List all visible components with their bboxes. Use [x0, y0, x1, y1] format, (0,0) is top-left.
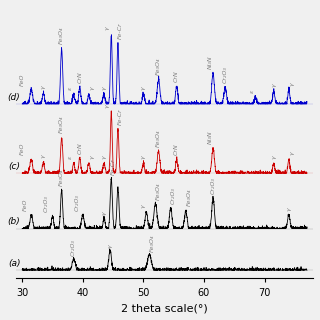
Text: CrN: CrN: [77, 142, 82, 154]
Text: Fe-Cr: Fe-Cr: [111, 158, 116, 175]
Text: Cr₂O₃: Cr₂O₃: [223, 66, 228, 83]
Text: Cr₂O₃: Cr₂O₃: [71, 239, 76, 256]
Text: γ: γ: [271, 156, 276, 159]
Text: γ: γ: [101, 86, 107, 90]
Text: Fe-Cr: Fe-Cr: [118, 108, 123, 125]
Text: γ: γ: [89, 156, 94, 159]
Text: γ: γ: [105, 27, 109, 30]
Text: Fe₃O₄: Fe₃O₄: [150, 235, 155, 252]
X-axis label: 2 theta scale(°): 2 theta scale(°): [121, 303, 208, 313]
Text: γ: γ: [289, 82, 294, 86]
Text: γ: γ: [141, 156, 146, 159]
Text: ε: ε: [68, 156, 73, 159]
Text: FeO: FeO: [20, 74, 25, 86]
Text: γ: γ: [101, 156, 107, 159]
Text: γ: γ: [289, 151, 294, 155]
Text: (c): (c): [8, 162, 20, 171]
Text: Fe₃O₄: Fe₃O₄: [156, 182, 161, 199]
Text: Ni₃N: Ni₃N: [208, 56, 212, 69]
Text: CrN: CrN: [77, 71, 82, 83]
Text: γ: γ: [108, 244, 113, 248]
Text: γ: γ: [41, 85, 46, 89]
Text: γ: γ: [141, 86, 146, 90]
Text: FeO: FeO: [20, 143, 25, 155]
Text: CrN: CrN: [174, 144, 179, 155]
Text: (d): (d): [8, 93, 20, 102]
Text: Ni₃N: Ni₃N: [208, 131, 212, 144]
Text: γ: γ: [271, 84, 276, 87]
Text: Cr₂O₃: Cr₂O₃: [74, 194, 79, 211]
Text: (b): (b): [8, 217, 20, 226]
Text: γ: γ: [101, 211, 107, 215]
Text: γ: γ: [89, 86, 94, 90]
Text: Fe₃O₄: Fe₃O₄: [186, 189, 191, 206]
Text: Fe₃O₄: Fe₃O₄: [59, 168, 64, 186]
Text: Fe₃O₄: Fe₃O₄: [156, 58, 161, 75]
Text: CrN: CrN: [174, 70, 179, 82]
Text: Cr₂O₃: Cr₂O₃: [211, 177, 216, 194]
Text: Fe₃O₄: Fe₃O₄: [59, 116, 64, 133]
Text: ε: ε: [68, 87, 73, 90]
Text: Fe₃O₄: Fe₃O₄: [59, 27, 64, 44]
Text: (a): (a): [8, 259, 20, 268]
Text: Fe₃O₄: Fe₃O₄: [156, 130, 161, 147]
Text: γ: γ: [286, 207, 291, 211]
Text: ε: ε: [250, 90, 255, 93]
Text: γ: γ: [41, 154, 46, 158]
Text: Cr₂O₃: Cr₂O₃: [44, 195, 49, 212]
Text: Cr₂O₃: Cr₂O₃: [171, 187, 176, 204]
Text: FeO: FeO: [23, 198, 28, 211]
Text: γ: γ: [105, 104, 109, 108]
Text: γ: γ: [141, 204, 146, 208]
Text: Fe-Cr: Fe-Cr: [118, 22, 123, 39]
